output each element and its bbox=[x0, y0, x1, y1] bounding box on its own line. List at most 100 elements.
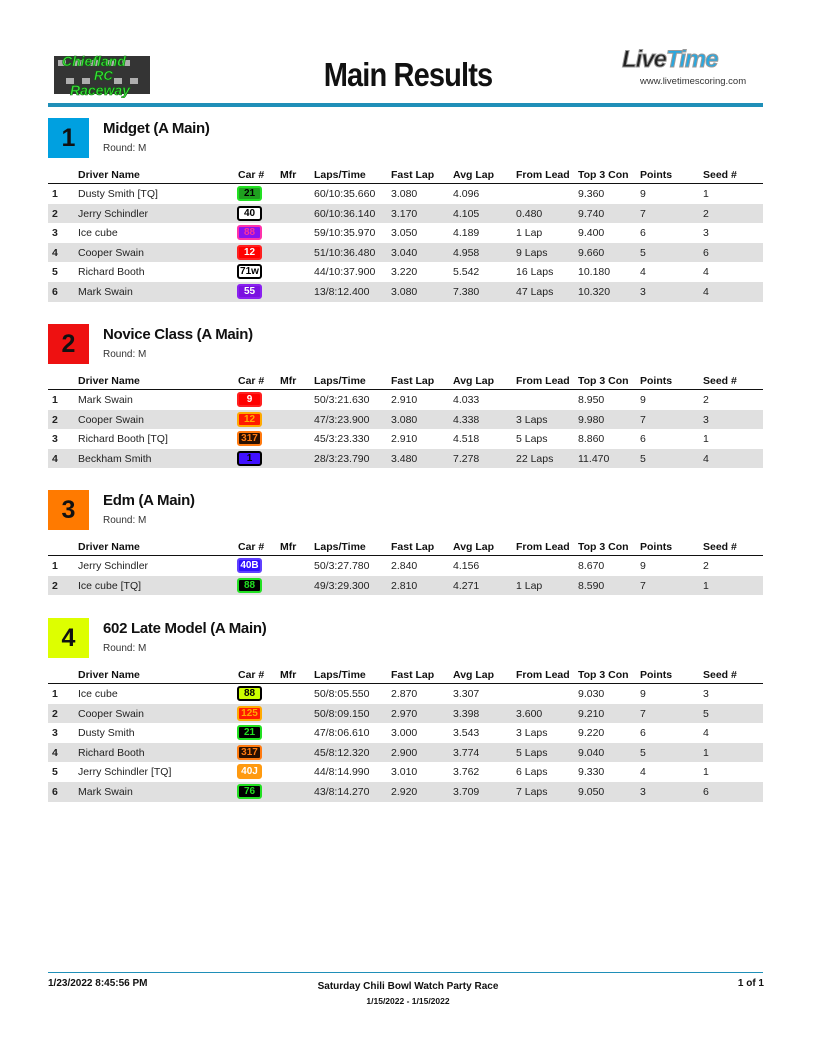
position: 6 bbox=[52, 785, 58, 798]
table-row: 4 Beckham Smith 1 28/3:23.790 3.480 7.278 22 L… bbox=[48, 448, 763, 469]
table-row: 2 Jerry Schindler 40 60/10:36.140 3.170 4.105… bbox=[48, 203, 763, 224]
page-title: Main Results bbox=[323, 56, 493, 93]
column-header: From Lead bbox=[516, 669, 570, 681]
table-row: 2 Cooper Swain 12 47/3:23.900 3.080 4.338 3 La… bbox=[48, 409, 763, 430]
cell-top3: 8.590 bbox=[578, 579, 605, 592]
section-round: Round: M bbox=[103, 515, 147, 526]
table-row: 6 Mark Swain 55 13/8:12.400 3.080 7.380 47 Lap… bbox=[48, 281, 763, 302]
cell-driver: Ice cube [TQ] bbox=[78, 579, 142, 592]
cell-seed: 1 bbox=[703, 746, 709, 759]
cell-fast: 2.870 bbox=[391, 688, 418, 700]
cell-driver: Ice cube bbox=[78, 688, 118, 700]
cell-avg: 4.156 bbox=[453, 560, 480, 572]
column-header: Top 3 Con bbox=[578, 669, 629, 681]
cell-seed: 4 bbox=[703, 266, 709, 279]
cell-avg: 4.271 bbox=[453, 579, 480, 592]
cell-driver: Jerry Schindler [TQ] bbox=[78, 766, 172, 779]
section-title: Novice Class (A Main) bbox=[103, 326, 253, 343]
results-table: 1 Mark Swain 9 50/3:21.630 2.910 4.033 8.950 9 2… bbox=[48, 390, 763, 469]
column-header: Avg Lap bbox=[453, 541, 495, 553]
car-number-badge: 12 bbox=[237, 244, 262, 260]
table-row: 3 Dusty Smith 21 47/8:06.610 3.000 3.543 3 Lap… bbox=[48, 723, 763, 743]
table-row: 4 Cooper Swain 12 51/10:36.480 3.040 4.958 9 L… bbox=[48, 242, 763, 263]
cell-seed: 4 bbox=[703, 285, 709, 298]
cell-laps: 50/8:09.150 bbox=[314, 707, 370, 720]
cell-avg: 5.542 bbox=[453, 266, 480, 279]
column-header: Avg Lap bbox=[453, 375, 495, 387]
cell-points: 6 bbox=[640, 433, 646, 446]
column-header: Top 3 Con bbox=[578, 541, 629, 553]
cell-avg: 4.338 bbox=[453, 413, 480, 426]
cell-lead: 6 Laps bbox=[516, 766, 548, 779]
cell-avg: 3.398 bbox=[453, 707, 480, 720]
printed-timestamp: 1/23/2022 8:45:56 PM bbox=[48, 978, 148, 989]
cell-avg: 7.380 bbox=[453, 285, 480, 298]
cell-fast: 3.010 bbox=[391, 766, 418, 779]
cell-points: 7 bbox=[640, 707, 646, 720]
svg-text:Chiefland: Chiefland bbox=[62, 53, 126, 69]
cell-fast: 3.000 bbox=[391, 727, 418, 740]
cell-seed: 4 bbox=[703, 727, 709, 740]
cell-lead: 47 Laps bbox=[516, 285, 554, 298]
cell-driver: Mark Swain bbox=[78, 285, 133, 298]
column-header: From Lead bbox=[516, 169, 570, 181]
cell-seed: 2 bbox=[703, 560, 709, 572]
cell-top3: 9.050 bbox=[578, 785, 605, 798]
column-header: Points bbox=[640, 541, 673, 553]
section-number: 1 bbox=[48, 118, 89, 158]
column-header: Laps/Time bbox=[314, 375, 366, 387]
cell-driver: Jerry Schindler bbox=[78, 207, 149, 220]
position: 2 bbox=[52, 707, 58, 720]
cell-seed: 4 bbox=[703, 452, 709, 465]
cell-top3: 8.860 bbox=[578, 433, 605, 446]
section-number: 4 bbox=[48, 618, 89, 658]
column-header: Car # bbox=[238, 169, 265, 181]
cell-fast: 3.050 bbox=[391, 227, 418, 240]
car-number-badge: 21 bbox=[237, 725, 262, 741]
car-number-badge: 125 bbox=[237, 705, 262, 721]
cell-seed: 1 bbox=[703, 766, 709, 779]
column-header: Driver Name bbox=[78, 375, 140, 387]
table-header: Driver Name Car # Mfr Laps/Time Fast Lap Avg … bbox=[48, 666, 763, 684]
car-number-badge: 71w bbox=[237, 264, 262, 280]
position: 2 bbox=[52, 413, 58, 426]
cell-lead: 16 Laps bbox=[516, 266, 554, 279]
cell-top3: 9.660 bbox=[578, 246, 605, 259]
cell-avg: 3.762 bbox=[453, 766, 480, 779]
table-row: 2 Cooper Swain 125 50/8:09.150 2.970 3.398 3.6… bbox=[48, 703, 763, 724]
cell-points: 9 bbox=[640, 688, 646, 700]
footer-divider bbox=[48, 972, 763, 973]
column-header: Car # bbox=[238, 541, 265, 553]
column-header: Mfr bbox=[280, 169, 297, 181]
cell-lead: 22 Laps bbox=[516, 452, 554, 465]
column-header: Fast Lap bbox=[391, 169, 435, 181]
cell-points: 7 bbox=[640, 207, 646, 220]
car-number-badge: 317 bbox=[237, 431, 262, 447]
cell-seed: 3 bbox=[703, 413, 709, 426]
cell-top3: 8.670 bbox=[578, 560, 605, 572]
cell-lead: 1 Lap bbox=[516, 579, 543, 592]
column-header: Fast Lap bbox=[391, 375, 435, 387]
cell-fast: 3.480 bbox=[391, 452, 418, 465]
cell-top3: 9.220 bbox=[578, 727, 605, 740]
table-row: 3 Richard Booth [TQ] 317 45/3:23.330 2.910 4.… bbox=[48, 429, 763, 449]
car-number-badge: 88 bbox=[237, 686, 262, 701]
cell-points: 5 bbox=[640, 452, 646, 465]
cell-top3: 11.470 bbox=[578, 452, 610, 465]
cell-driver: Beckham Smith bbox=[78, 452, 152, 465]
table-header: Driver Name Car # Mfr Laps/Time Fast Lap Avg … bbox=[48, 166, 763, 184]
section-round: Round: M bbox=[103, 143, 147, 154]
chiefland-rc-raceway-logo: Chiefland RC Raceway bbox=[54, 53, 150, 98]
column-header: From Lead bbox=[516, 541, 570, 553]
position: 6 bbox=[52, 285, 58, 298]
cell-driver: Cooper Swain bbox=[78, 246, 144, 259]
cell-avg: 4.189 bbox=[453, 227, 480, 240]
car-number-badge: 88 bbox=[237, 577, 262, 593]
cell-avg: 4.033 bbox=[453, 394, 480, 406]
section-round: Round: M bbox=[103, 349, 147, 360]
column-header: Top 3 Con bbox=[578, 169, 629, 181]
car-number-badge: 88 bbox=[237, 225, 262, 241]
cell-laps: 50/3:21.630 bbox=[314, 394, 370, 406]
position: 3 bbox=[52, 727, 58, 740]
cell-avg: 7.278 bbox=[453, 452, 480, 465]
